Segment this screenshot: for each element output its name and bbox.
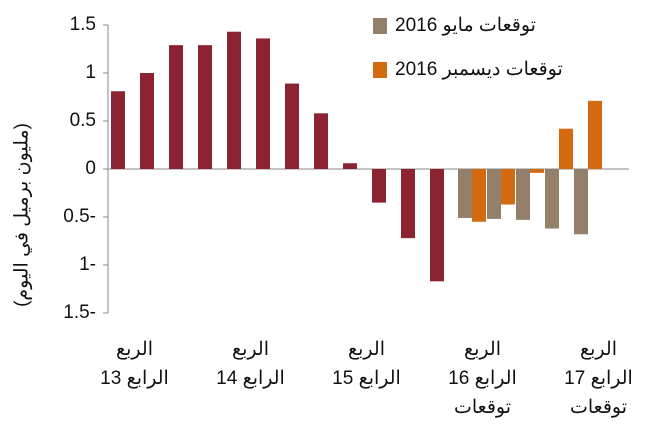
x-tick-label: الربع xyxy=(116,339,153,360)
legend-swatch xyxy=(373,62,387,78)
bar xyxy=(111,91,125,169)
bar xyxy=(314,113,328,169)
legend-swatch xyxy=(373,18,387,34)
y-tick-label: 0 xyxy=(85,158,96,179)
x-tick-label: الرابع 15 xyxy=(332,368,401,389)
bar xyxy=(285,83,299,169)
bar xyxy=(256,38,270,169)
bar xyxy=(372,169,386,203)
bar xyxy=(430,169,444,282)
bar xyxy=(140,73,154,169)
x-tick-label: الرابع 16 xyxy=(448,368,517,389)
legend-label: توقعات ديسمبر 2016 xyxy=(395,59,563,80)
bar xyxy=(227,31,241,169)
bar xyxy=(487,169,501,219)
bar xyxy=(401,169,415,239)
y-tick-label: 0.5- xyxy=(63,206,96,227)
x-tick-label: الربع xyxy=(348,339,385,360)
bar xyxy=(458,169,472,218)
bar xyxy=(343,163,357,169)
x-tick-label: توقعات xyxy=(453,397,512,418)
y-tick-label: 0.5 xyxy=(70,110,96,131)
bar xyxy=(574,169,588,235)
y-tick-label: 1- xyxy=(79,254,96,275)
x-tick-label: الرابع 13 xyxy=(100,368,169,389)
legend-label: توقعات مايو 2016 xyxy=(395,15,536,36)
x-tick-label: الربع xyxy=(464,339,501,360)
y-tick-label: 1.5 xyxy=(70,14,96,35)
x-tick-label: الرابع 14 xyxy=(216,368,285,389)
y-tick-label: 1 xyxy=(85,62,96,83)
bar xyxy=(198,45,212,169)
bar xyxy=(530,169,544,173)
bar xyxy=(545,169,559,229)
bar xyxy=(472,169,486,222)
bar xyxy=(169,45,183,169)
bar xyxy=(559,128,573,169)
y-tick-label: 1.5- xyxy=(63,302,96,323)
x-tick-label: الربع xyxy=(580,339,617,360)
bar xyxy=(501,169,515,205)
bar xyxy=(516,169,530,220)
bar xyxy=(588,100,602,169)
x-tick-label: الرابع 17 xyxy=(564,368,633,389)
y-axis-label: (مليون برميل في اليوم) xyxy=(11,123,33,307)
x-tick-label: توقعات xyxy=(569,397,628,418)
x-tick-label: الربع xyxy=(232,339,269,360)
